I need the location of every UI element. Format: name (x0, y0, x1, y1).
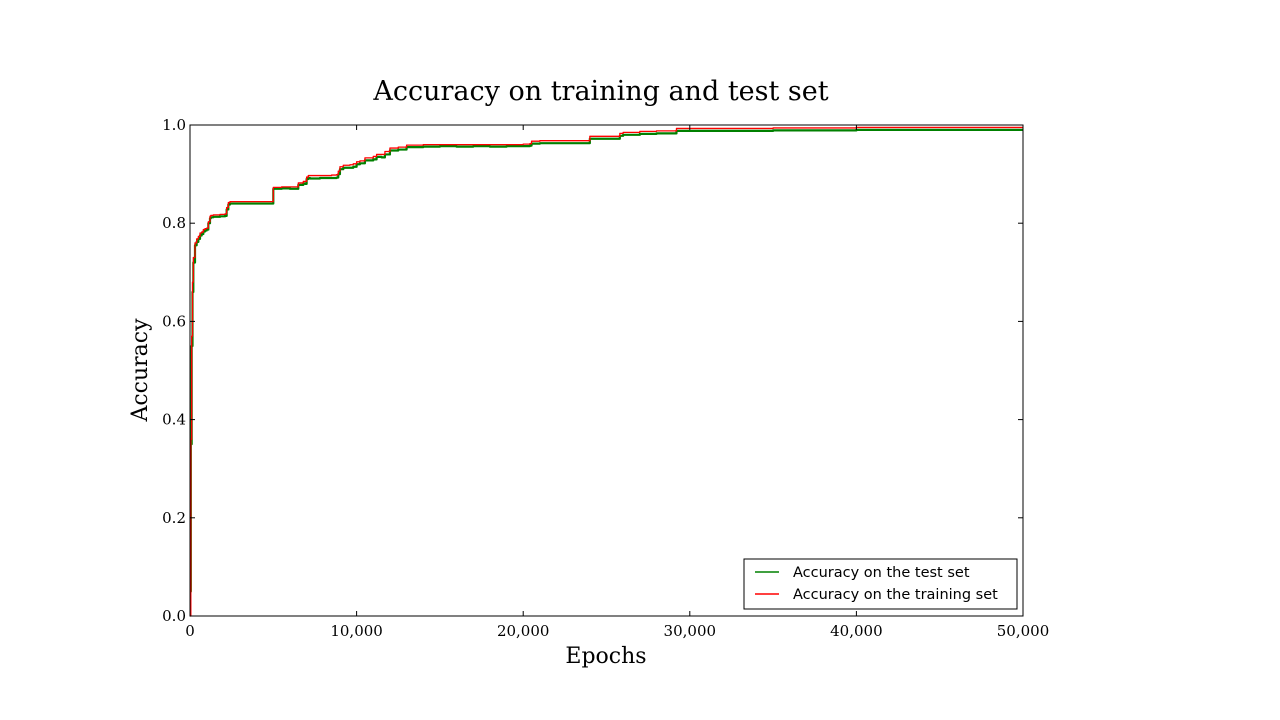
x-axis-label: Epochs (565, 644, 646, 669)
y-tick-label: 0.6 (162, 312, 186, 330)
x-tick-label: 20,000 (497, 622, 550, 640)
x-tick-label: 10,000 (330, 622, 383, 640)
series-layer (189, 126, 1023, 617)
legend-label-training: Accuracy on the training set (793, 587, 998, 603)
legend-box (743, 558, 1018, 610)
series-line-0 (189, 128, 1023, 593)
legend: Accuracy on the test set Accuracy on the… (743, 558, 1018, 610)
series-line-1 (190, 126, 1023, 617)
y-axis-label: Accuracy (128, 318, 153, 423)
y-axis: 0.0 0.2 0.4 0.6 0.8 1.0 (162, 116, 1023, 625)
x-tick-label: 50,000 (997, 622, 1050, 640)
chart-title: Accuracy on training and test set (372, 76, 828, 107)
x-axis: 0 10,000 20,000 30,000 40,000 50,000 (185, 125, 1049, 640)
y-tick-label: 0.8 (162, 214, 186, 232)
y-tick-label: 0.4 (162, 411, 186, 429)
x-tick-label: 30,000 (664, 622, 717, 640)
y-tick-label: 1.0 (162, 116, 186, 134)
x-tick-label: 40,000 (830, 622, 883, 640)
plot-frame (189, 124, 1024, 617)
y-tick-label: 0.2 (162, 509, 186, 527)
y-tick-label: 0.0 (162, 607, 186, 625)
x-tick-label: 0 (185, 622, 195, 640)
legend-label-test: Accuracy on the test set (793, 565, 970, 581)
